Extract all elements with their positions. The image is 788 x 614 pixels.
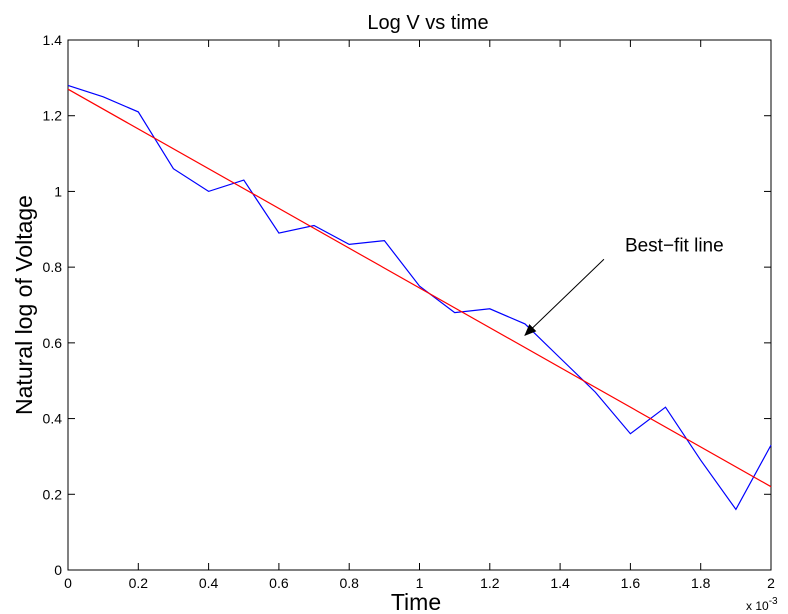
x-tick-label: 1.8 <box>691 575 711 591</box>
x-tick-label: 0.4 <box>199 575 219 591</box>
x-tick-label: 1.6 <box>621 575 641 591</box>
x-tick-label: 0.2 <box>129 575 149 591</box>
x-tick-label: 1.4 <box>550 575 570 591</box>
x-tick-label: 1.2 <box>480 575 500 591</box>
annotation-layer: Best−fit line <box>524 235 724 336</box>
y-tick-label: 0.4 <box>43 411 63 427</box>
best-fit-arrow <box>524 258 605 336</box>
y-axis-title: Natural log of Voltage <box>11 195 37 415</box>
plot-area: 0 0.2 0.4 0.6 0.8 1 1.2 1.4 1.6 1.8 2 0 0.2 0.4 0.6 0.… <box>43 32 776 591</box>
x-tick-label: 1 <box>416 575 424 591</box>
x-multiplier-label: x 10-3 <box>746 596 778 613</box>
x-axis: 0 0.2 0.4 0.6 0.8 1 1.2 1.4 1.6 1.8 2 <box>64 40 775 591</box>
x-tick-label: 0.8 <box>339 575 359 591</box>
y-tick-label: 0.6 <box>43 335 63 351</box>
x-tick-label: 0.6 <box>269 575 289 591</box>
y-tick-label: 1 <box>54 183 62 199</box>
x-multiplier-prefix: x 10 <box>746 599 769 613</box>
y-tick-label: 0.2 <box>43 486 63 502</box>
chart-title: Log V vs time <box>367 12 488 34</box>
x-tick-label: 0 <box>64 575 72 591</box>
y-tick-label: 0 <box>54 562 62 578</box>
measured-voltage-line <box>67 84 772 511</box>
y-tick-label: 1.4 <box>43 32 63 48</box>
y-tick-label: 0.8 <box>43 259 63 275</box>
best-fit-line <box>67 88 772 488</box>
best-fit-label: Best−fit line <box>625 235 724 256</box>
y-axis: 0 0.2 0.4 0.6 0.8 1 1.2 1.4 <box>43 32 771 578</box>
y-tick-label: 1.2 <box>43 108 63 124</box>
series-layer <box>67 84 772 511</box>
x-axis-title: Time <box>391 589 441 614</box>
x-multiplier-exponent: -3 <box>769 596 778 607</box>
plot-frame <box>67 39 772 571</box>
x-tick-label: 2 <box>767 575 775 591</box>
